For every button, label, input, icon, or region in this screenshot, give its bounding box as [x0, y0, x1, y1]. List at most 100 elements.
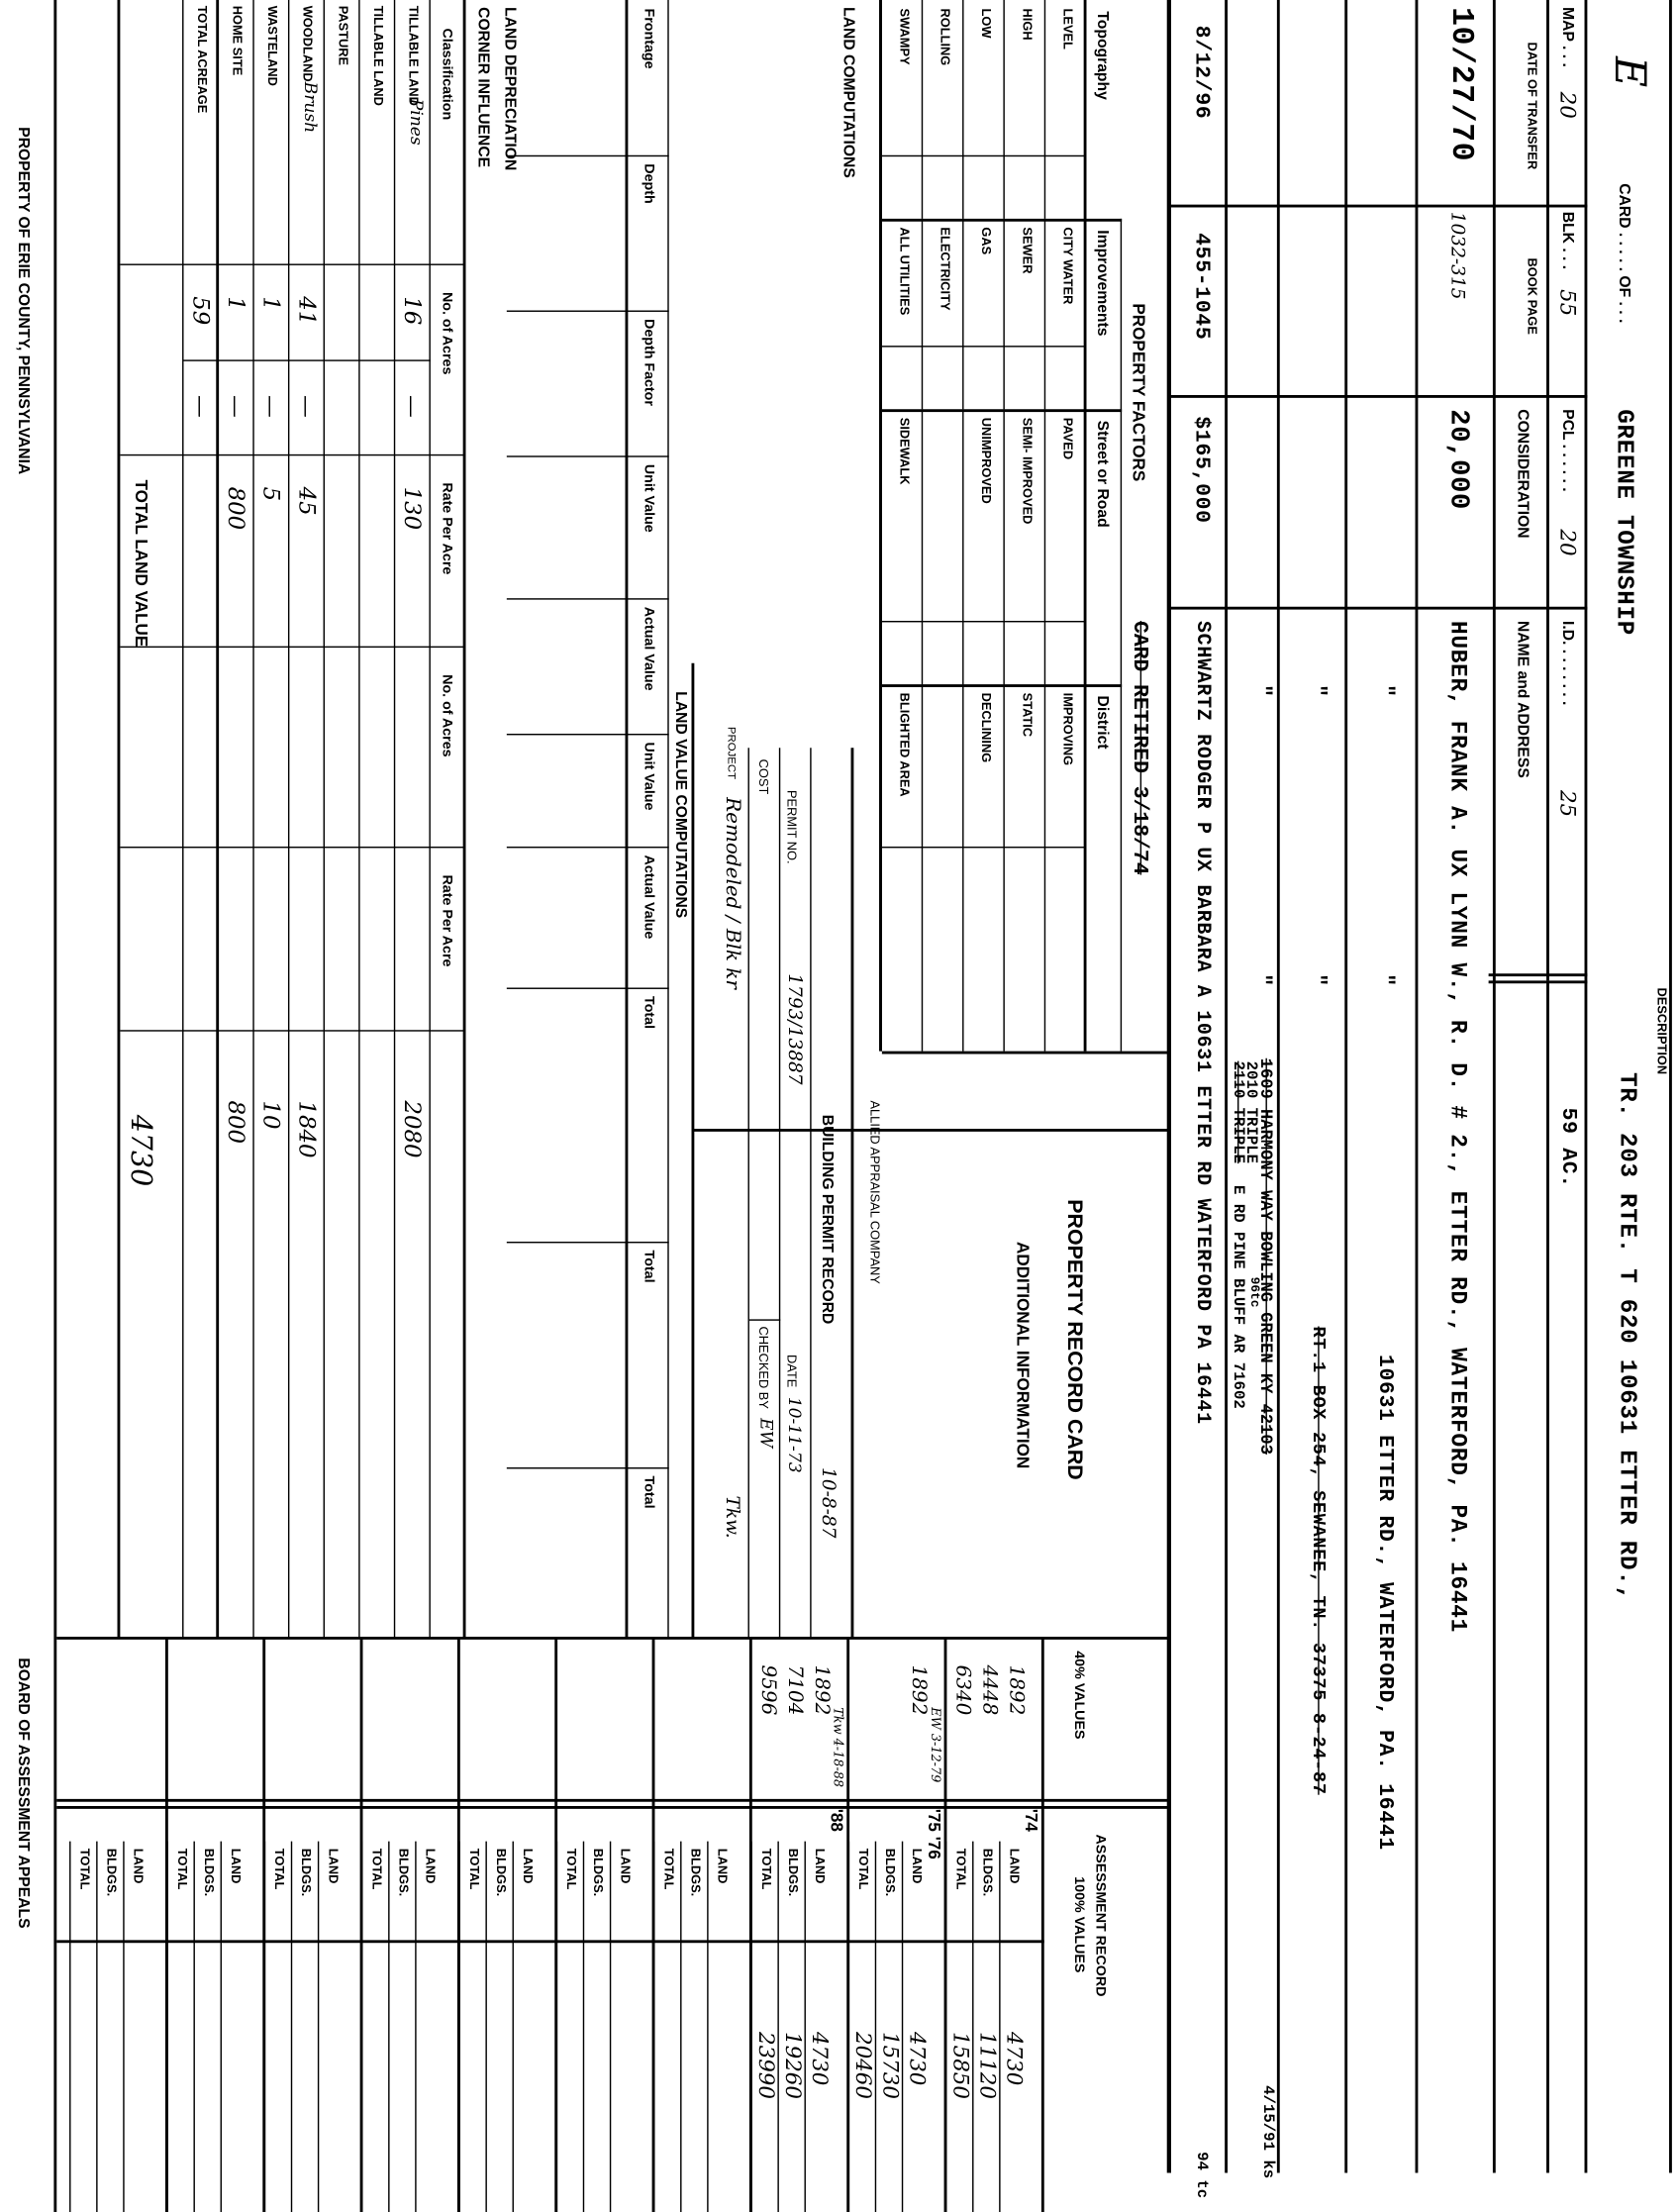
ditto-mark: ": [1372, 684, 1397, 698]
assessment-row-label: BLDGS.: [202, 1848, 217, 1897]
classification-label: WASTELAND: [265, 5, 280, 86]
land-value: 800: [223, 1100, 250, 1145]
assessment-row-label: BLDGS.: [688, 1848, 703, 1897]
land-value: 2080: [399, 1100, 427, 1158]
permit-no-label: PERMIT NO.: [784, 790, 799, 864]
pcl-label: PCL . . . . . .: [1558, 409, 1576, 492]
land-value-column-header: Unit Value: [641, 742, 656, 811]
divider: [778, 748, 781, 1637]
assessment-row-label: BLDGS.: [396, 1848, 411, 1897]
assessment-row-label: LAND: [1007, 1848, 1022, 1884]
land-value-column-header: Actual Value: [641, 606, 656, 691]
assessment-row-label: LAND: [910, 1848, 925, 1884]
classification-label: TOTAL ACREAGE: [194, 5, 210, 114]
card-retired-stamp: CARD RETIRED 3/18/74: [1127, 621, 1152, 875]
land-computations-label: LAND COMPUTATIONS: [840, 7, 857, 178]
divider: [1488, 980, 1588, 984]
divider: [881, 346, 1087, 348]
owner-address-struck: 1609 HARMONY WAY BOWLING GREEN KY 42103: [1255, 1057, 1276, 1455]
assessment-row-label: TOTAL: [272, 1848, 287, 1890]
classification-note: Brush: [300, 81, 321, 134]
factor-checkbox: [971, 853, 1000, 1046]
assessment-40-value: 7104: [783, 1664, 806, 1716]
property-factors-title: PROPERTY FACTORS: [1129, 303, 1149, 482]
divider: [962, 0, 964, 219]
divider: [748, 1319, 781, 1321]
factor-item: ROLLING: [938, 8, 953, 66]
assessment-100-value: 20460: [850, 2032, 877, 2099]
classification-label: TILLABLE LAND: [406, 5, 421, 106]
acres: 1: [223, 296, 250, 311]
divider: [881, 218, 1123, 222]
classification-label: TILLABLE LAND: [371, 5, 386, 106]
divider: [120, 847, 466, 849]
description: TR. 203 RTE. T 620 10631 ETTER RD.,: [1613, 1072, 1640, 1601]
factor-checkbox: [1012, 160, 1039, 213]
divider: [943, 1637, 947, 2212]
classification-note: Pines: [406, 98, 427, 146]
factor-checkbox: [930, 352, 958, 404]
assessment-row-label: LAND: [715, 1848, 730, 1884]
divider: [962, 684, 964, 1052]
factor-item: ALL UTILITIES: [897, 227, 912, 316]
assessment-40-value: 1892: [907, 1664, 931, 1716]
factor-item: LEVEL: [1060, 8, 1076, 50]
initials: 96tc: [1246, 1276, 1262, 1308]
consideration: $165,000: [1189, 416, 1214, 524]
divider: [972, 1841, 974, 2212]
book-page: 1032-315: [1445, 211, 1468, 300]
divider: [1171, 204, 1588, 208]
factor-item: IMPROVING: [1060, 692, 1076, 766]
footer-right: BOARD OF ASSESSMENT APPEALS: [14, 1658, 32, 1929]
divider: [1120, 218, 1123, 1052]
land-depreciation-label: LAND DEPRECIATION: [501, 7, 519, 171]
divider: [323, 0, 326, 1637]
divider: [846, 1637, 850, 2212]
divider: [962, 218, 964, 410]
ditto-mark: ": [1249, 684, 1275, 698]
divider: [1043, 218, 1046, 410]
factor-item: PAVED: [1060, 417, 1076, 460]
assessment-row-label: TOTAL: [758, 1848, 774, 1890]
divider: [193, 1841, 195, 2212]
card-top-edge: [1669, 0, 1672, 2173]
change-note: 94 tc: [1192, 2152, 1210, 2199]
card-label: CARD . . . . . OF . . .: [1615, 183, 1632, 324]
land-value-title: LAND VALUE COMPUTATIONS: [671, 691, 689, 919]
divider: [462, 0, 466, 1637]
divider: [1003, 409, 1005, 685]
consideration: 20,000: [1443, 409, 1475, 511]
acres-fraction: —: [223, 395, 250, 418]
factor-checkbox: [1052, 853, 1081, 1046]
divider: [881, 409, 1123, 413]
rate-per-acre: 5: [258, 486, 286, 502]
divider: [164, 1637, 168, 2212]
factor-checkbox: [971, 160, 1000, 213]
footer-left: PROPERTY OF ERIE COUNTY, PENNSYLVANIA: [14, 127, 32, 475]
divider: [56, 1637, 1172, 1640]
assessment-100-value: 15730: [877, 2032, 904, 2099]
divider: [880, 0, 882, 219]
permit-record-date: 10-8-87: [817, 1467, 839, 1539]
date-label: DATE: [784, 1355, 799, 1388]
divider: [881, 621, 1087, 623]
divider: [1040, 1637, 1044, 2212]
township: GREENE TOWNSHIP: [1610, 409, 1637, 637]
assessment-row-label: BLDGS.: [591, 1848, 606, 1897]
date-of-transfer-header: DATE OF TRANSFER: [1525, 42, 1539, 170]
assessment-100-value: 4730: [904, 2032, 931, 2086]
factor-item: HIGH: [1020, 8, 1035, 41]
divider: [415, 1841, 417, 2212]
map-label: MAP . . .: [1558, 7, 1576, 67]
divider: [69, 1841, 71, 2212]
divider: [393, 0, 396, 1637]
acres-fraction: —: [293, 395, 321, 418]
divider: [810, 748, 812, 1637]
divider: [880, 218, 882, 410]
permit-date: 10-11-73: [784, 1396, 805, 1473]
factor-item: CITY WATER: [1060, 227, 1076, 305]
assessment-row-label: BLDGS.: [785, 1848, 801, 1897]
card-bottom-line: [53, 0, 57, 2212]
divider: [554, 1637, 558, 2212]
